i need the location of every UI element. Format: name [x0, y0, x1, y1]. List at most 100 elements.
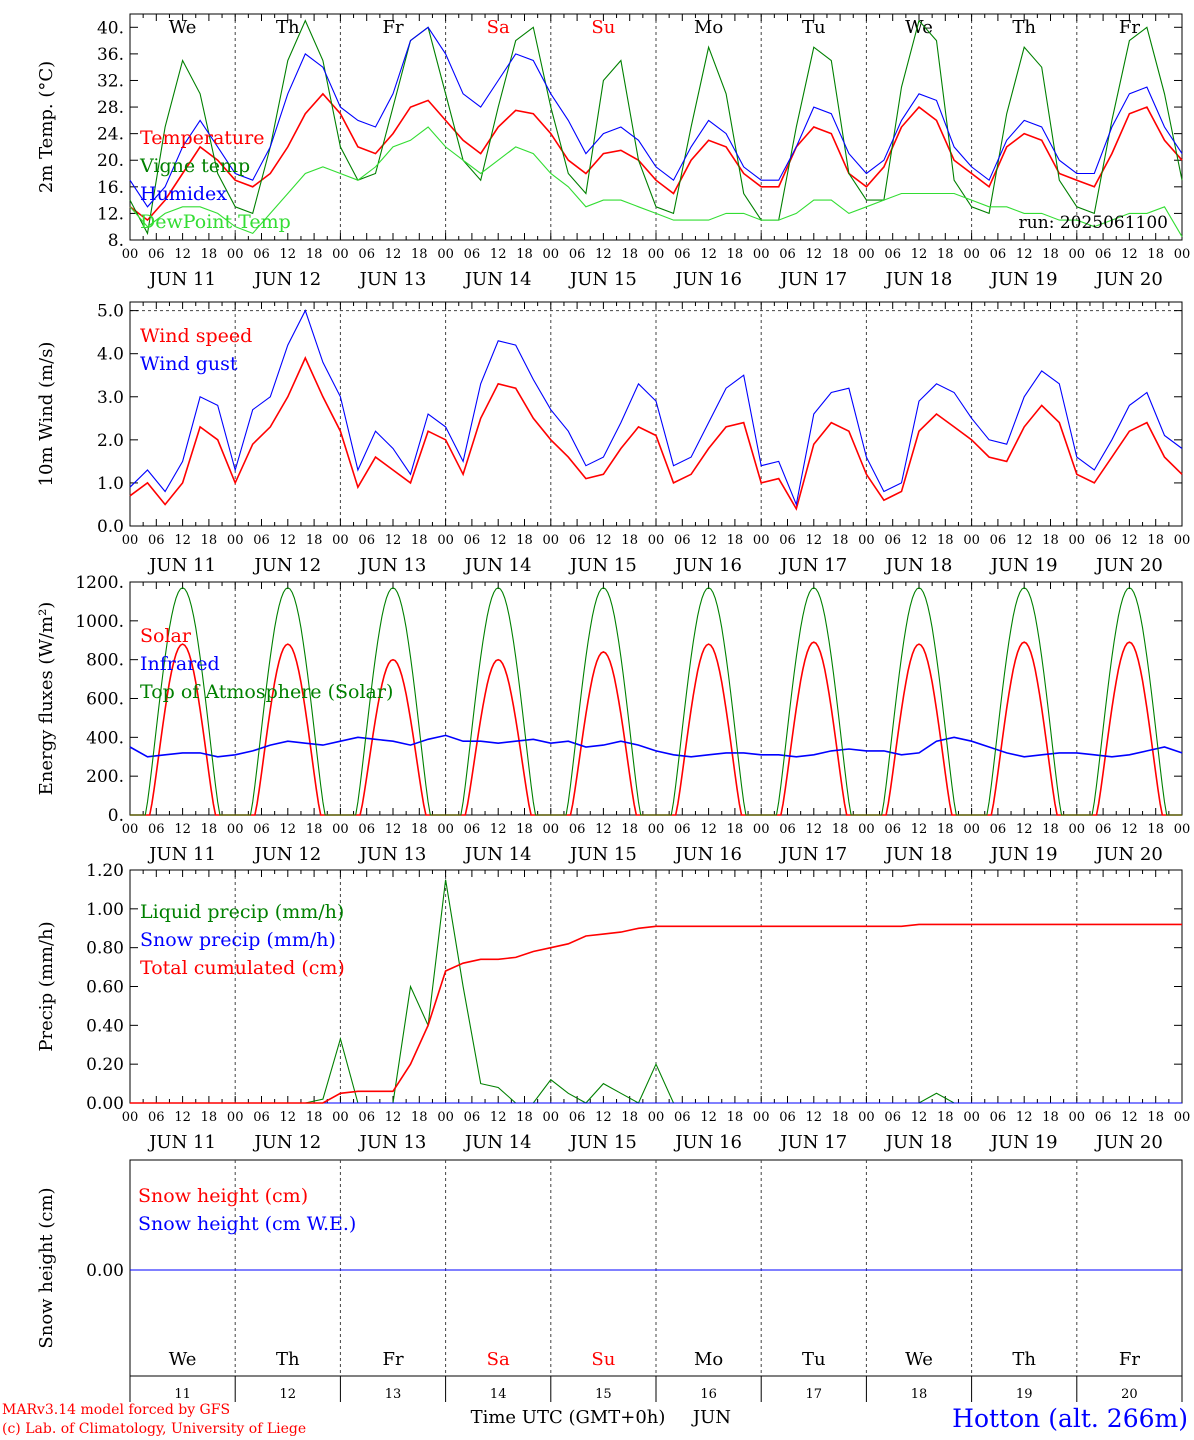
hour-tick-label: 00: [753, 533, 770, 548]
hour-tick-label: 06: [1095, 1110, 1112, 1125]
date-label: JUN 12: [252, 555, 321, 576]
weekday-label: We: [905, 17, 933, 38]
hour-tick-label: 00: [332, 247, 349, 262]
date-label: JUN 12: [252, 1132, 321, 1153]
hour-tick-label: 06: [253, 1110, 270, 1125]
date-label: JUN 11: [147, 844, 216, 865]
hour-tick-label: 06: [990, 822, 1007, 837]
y-tick-label: 0.00: [86, 1261, 124, 1281]
weekday-label: Fr: [382, 1349, 403, 1370]
hour-tick-label: 12: [806, 247, 823, 262]
hour-tick-label: 18: [937, 1110, 954, 1125]
hour-tick-label: 12: [806, 533, 823, 548]
date-label: JUN 11: [147, 269, 216, 290]
hour-tick-label: 00: [858, 822, 875, 837]
y-tick-label: 1200.: [75, 573, 124, 593]
hour-tick-label: 00: [332, 1110, 349, 1125]
y-tick-label: 40.: [97, 18, 124, 38]
weekday-label: Th: [1012, 1349, 1036, 1370]
hour-tick-label: 06: [464, 247, 481, 262]
y-tick-label: 5.0: [97, 302, 124, 322]
hour-tick-label: 18: [621, 822, 638, 837]
hour-tick-label: 12: [595, 1110, 612, 1125]
hour-tick-label: 06: [569, 247, 586, 262]
weekday-label: Su: [591, 1349, 615, 1370]
hour-tick-label: 12: [1121, 822, 1138, 837]
y-tick-label: 8.: [108, 231, 124, 251]
date-label: JUN 12: [252, 269, 321, 290]
weekday-label: Fr: [1119, 17, 1140, 38]
date-label: JUN 14: [463, 844, 532, 865]
hour-tick-label: 00: [1069, 533, 1086, 548]
y-tick-label: 3.0: [97, 388, 124, 408]
hour-tick-label: 00: [858, 247, 875, 262]
hour-tick-label: 18: [1147, 247, 1164, 262]
hour-tick-label: 00: [122, 533, 139, 548]
hour-tick-label: 00: [332, 533, 349, 548]
series-line: [129, 356, 1183, 511]
hour-tick-label: 00: [1174, 247, 1191, 262]
hour-tick-label: 00: [543, 822, 560, 837]
hour-tick-label: 06: [1095, 533, 1112, 548]
y-tick-label: 600.: [86, 690, 124, 710]
hour-tick-label: 18: [306, 533, 323, 548]
hour-tick-label: 18: [1042, 533, 1059, 548]
legend-entry: Infrared: [140, 653, 220, 675]
hour-tick-label: 06: [779, 533, 796, 548]
hour-tick-label: 12: [385, 247, 402, 262]
series-line: [130, 923, 1182, 1104]
date-label: JUN 16: [673, 269, 742, 290]
hour-tick-label: 06: [884, 822, 901, 837]
date-label: JUN 18: [884, 269, 953, 290]
hour-tick-label: 06: [464, 1110, 481, 1125]
hour-tick-label: 18: [832, 533, 849, 548]
hour-tick-label: 12: [385, 533, 402, 548]
hour-tick-label: 12: [911, 822, 928, 837]
station-name: Hotton (alt. 266m): [952, 1404, 1188, 1433]
y-tick-label: 1.20: [86, 861, 124, 881]
hour-tick-label: 18: [411, 822, 428, 837]
y-tick-label: 200.: [86, 767, 124, 787]
hour-tick-label: 12: [700, 1110, 717, 1125]
date-label: JUN 16: [673, 555, 742, 576]
hour-tick-label: 18: [727, 247, 744, 262]
hour-tick-label: 00: [648, 247, 665, 262]
hour-tick-label: 00: [1174, 1110, 1191, 1125]
date-label: JUN 15: [568, 844, 637, 865]
day-number-label: 19: [1016, 1387, 1033, 1402]
hour-tick-label: 00: [543, 1110, 560, 1125]
hour-tick-label: 12: [1121, 1110, 1138, 1125]
weekday-label: Tu: [802, 17, 826, 38]
series-line: [129, 126, 1183, 237]
y-tick-label: 0.60: [86, 978, 124, 998]
hour-tick-label: 12: [1121, 533, 1138, 548]
date-label: JUN 13: [358, 269, 427, 290]
hour-tick-label: 00: [648, 822, 665, 837]
hour-tick-label: 06: [779, 822, 796, 837]
panel-3: 0. 200. 400. 600. 800. 1000. 1200. Energy fluxe…: [36, 573, 1190, 865]
series-line: [129, 734, 1183, 758]
y-tick-label: 0.00: [86, 1094, 124, 1114]
hour-tick-label: 18: [727, 533, 744, 548]
panel-4: 0.00 0.20 0.40 0.60 0.80 1.00 1.20 Precip (mm/h…: [36, 861, 1190, 1153]
date-label: JUN 14: [463, 1132, 532, 1153]
y-tick-label: 0.0: [97, 517, 124, 537]
hour-tick-label: 18: [201, 822, 218, 837]
hour-tick-label: 18: [1147, 533, 1164, 548]
hour-tick-label: 18: [727, 1110, 744, 1125]
hour-tick-label: 06: [464, 822, 481, 837]
hour-tick-label: 06: [674, 247, 691, 262]
y-axis-label: Precip (mm/h): [36, 921, 57, 1051]
hour-tick-label: 06: [148, 533, 165, 548]
hour-tick-label: 00: [437, 247, 454, 262]
hour-tick-label: 12: [700, 533, 717, 548]
panel-5: 0.00 Snow height (cm) Snow height (cm) Snow…: [36, 1159, 1183, 1402]
date-label: JUN 17: [778, 269, 847, 290]
hour-tick-label: 18: [201, 247, 218, 262]
y-tick-label: 400.: [86, 728, 124, 748]
hour-tick-label: 18: [1042, 1110, 1059, 1125]
y-axis-label: Energy fluxes (W/m²): [36, 602, 57, 796]
hour-tick-label: 06: [253, 247, 270, 262]
hour-tick-label: 00: [1174, 822, 1191, 837]
date-label: JUN 15: [568, 555, 637, 576]
